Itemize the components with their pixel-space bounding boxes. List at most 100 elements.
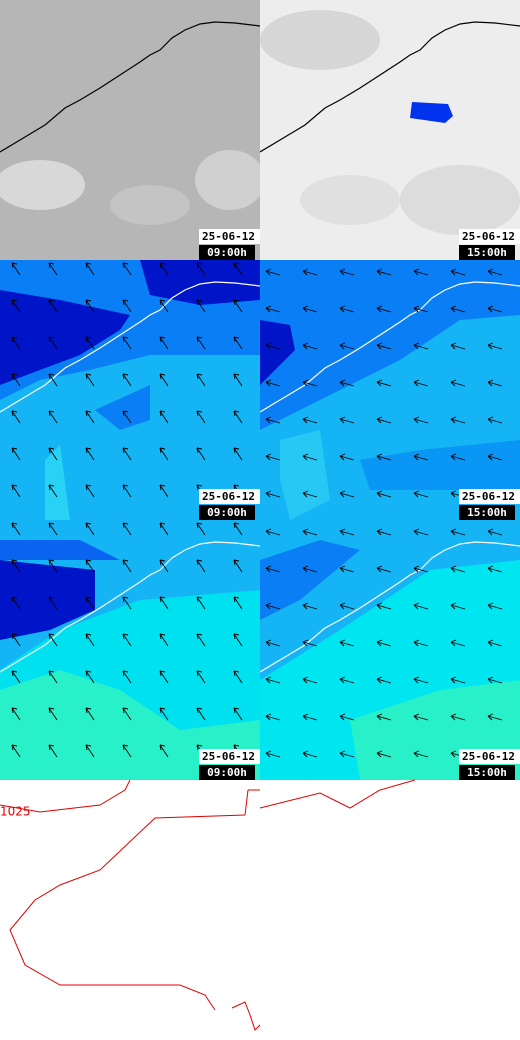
wind-arrow — [487, 676, 503, 684]
wind-arrow — [413, 379, 429, 387]
wind-arrow — [11, 596, 21, 610]
wind-arrow — [487, 268, 503, 276]
wind-arrow — [265, 268, 281, 276]
date-stamp: 25-06-12 — [202, 490, 255, 503]
wind-arrow — [196, 299, 206, 313]
wind-arrow — [302, 713, 318, 721]
wind-arrow — [487, 305, 503, 313]
wind-arrow — [122, 336, 132, 350]
time-box — [199, 245, 255, 260]
wind-arrow — [339, 602, 355, 610]
wind-arrow — [48, 522, 58, 536]
wind-arrow — [85, 522, 95, 536]
wind-arrow — [302, 379, 318, 387]
wind-arrow — [11, 707, 21, 721]
wind-arrow — [85, 559, 95, 573]
wind-arrow — [159, 299, 169, 313]
wind-arrow — [487, 342, 503, 350]
wind-arrow — [487, 639, 503, 647]
wind-arrow — [159, 633, 169, 647]
wind-arrow — [85, 744, 95, 758]
wind-arrow — [122, 559, 132, 573]
date-box — [199, 489, 260, 504]
wind-arrow — [196, 559, 206, 573]
date-stamp: 25-06-12 — [462, 490, 515, 503]
wind-arrow — [487, 565, 503, 573]
wind-arrow — [339, 342, 355, 350]
map-panel-overlay: 25-06-12 09:00h — [0, 21, 260, 260]
wind-arrow — [376, 676, 392, 684]
date-box — [459, 749, 520, 764]
wind-arrow — [450, 676, 466, 684]
wind-arrow — [159, 262, 169, 276]
wind-arrow — [302, 676, 318, 684]
wind-arrow — [487, 416, 503, 424]
wind-arrow — [487, 379, 503, 387]
date-stamp: 25-06-12 — [202, 230, 255, 243]
wind-arrow — [11, 522, 21, 536]
time-stamp: 09:00h — [207, 766, 247, 779]
wind-arrow — [376, 528, 392, 536]
wind-arrow — [196, 633, 206, 647]
wind-arrow — [48, 633, 58, 647]
coastline — [260, 541, 520, 673]
wind-arrow — [48, 262, 58, 276]
wind-arrow — [48, 707, 58, 721]
coastline — [0, 541, 260, 673]
time-stamp: 09:00h — [207, 506, 247, 519]
wind-arrow — [265, 342, 281, 350]
wind-arrow — [122, 484, 132, 498]
wind-arrow — [376, 305, 392, 313]
wind-arrow — [302, 453, 318, 461]
cloud-panel — [0, 0, 260, 260]
wind-arrow — [339, 268, 355, 276]
wind-arrow — [413, 713, 429, 721]
wind-arrow — [48, 484, 58, 498]
wind-arrow — [376, 268, 392, 276]
wind-arrow — [159, 336, 169, 350]
wind-arrow — [450, 528, 466, 536]
wind-arrow — [11, 299, 21, 313]
wind-arrow — [48, 336, 58, 350]
wind-arrow — [11, 633, 21, 647]
isobar-label: 1025 — [0, 805, 31, 819]
map-panel-overlay: 25-06-12 15:00h — [260, 21, 520, 260]
wind-arrow — [85, 484, 95, 498]
wind-arrow — [376, 639, 392, 647]
wind-arrow — [122, 447, 132, 461]
wind-arrow — [265, 453, 281, 461]
wind-arrow — [85, 410, 95, 424]
wind-arrow — [302, 416, 318, 424]
wind-arrow — [159, 559, 169, 573]
wind-arrow — [159, 596, 169, 610]
wind-arrow — [11, 447, 21, 461]
wind-arrow — [11, 410, 21, 424]
wind-arrow — [122, 410, 132, 424]
wind-arrow — [233, 633, 243, 647]
wind-arrow — [11, 559, 21, 573]
wind-arrow — [159, 484, 169, 498]
wind-arrow — [196, 336, 206, 350]
wind-arrow — [85, 336, 95, 350]
wind-arrow — [48, 559, 58, 573]
wind-arrow — [233, 522, 243, 536]
wind-arrow — [159, 373, 169, 387]
time-box — [199, 765, 255, 780]
time-box — [459, 245, 515, 260]
time-box — [459, 505, 515, 520]
wind-arrow — [413, 416, 429, 424]
wind-arrow — [11, 484, 21, 498]
wind-arrow — [376, 490, 392, 498]
wind-arrow — [11, 336, 21, 350]
wind-arrow — [339, 565, 355, 573]
wind-arrow — [302, 490, 318, 498]
wind-arrow — [122, 707, 132, 721]
wind-arrow — [413, 528, 429, 536]
wind-arrow — [85, 447, 95, 461]
wind-arrow — [233, 707, 243, 721]
wind-arrow — [11, 744, 21, 758]
wind-arrow — [413, 639, 429, 647]
wind-arrow — [11, 262, 21, 276]
wave-panel — [260, 520, 520, 780]
